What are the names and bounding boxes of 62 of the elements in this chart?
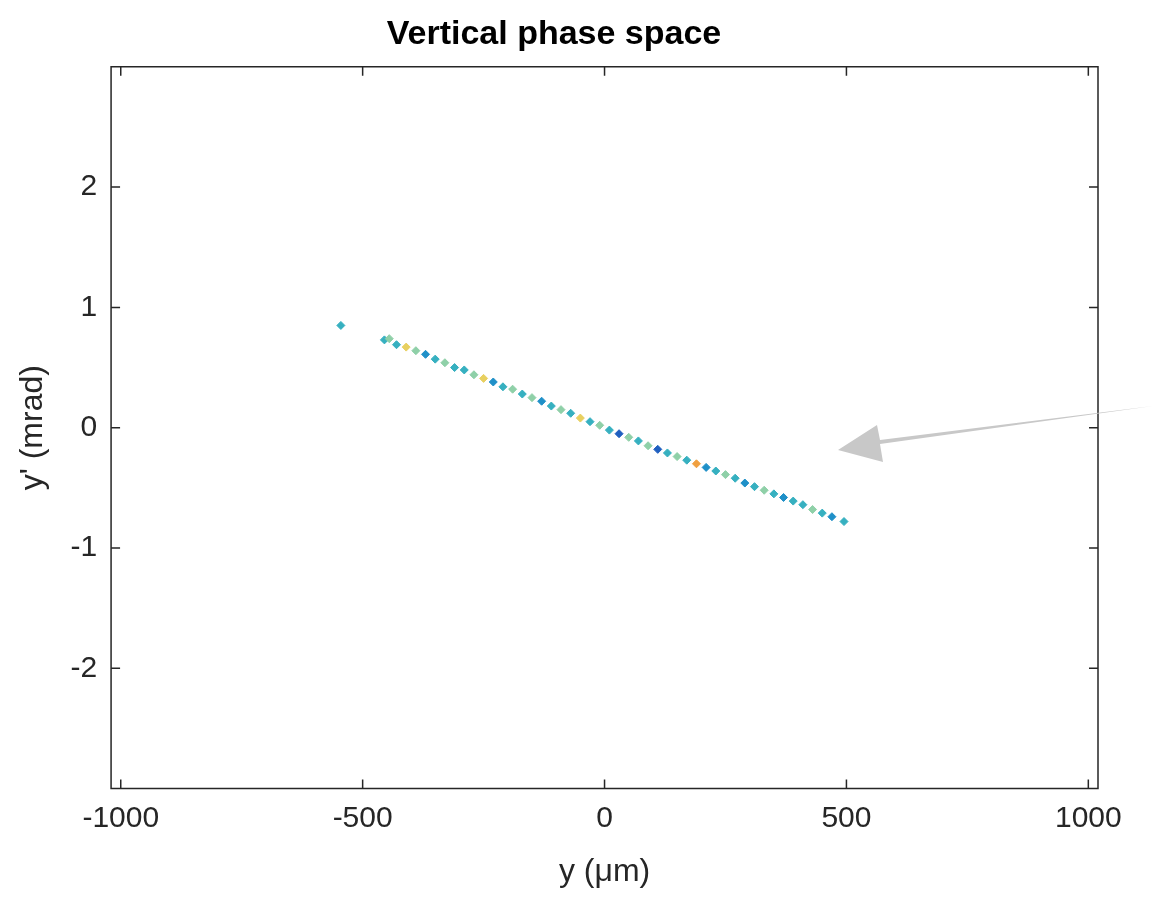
point: [653, 444, 663, 454]
point: [808, 505, 818, 514]
point: [662, 448, 672, 458]
point: [498, 382, 508, 392]
point: [788, 496, 798, 506]
point: [384, 334, 394, 344]
point: [701, 462, 711, 472]
point: [575, 413, 585, 423]
point: [614, 429, 624, 439]
point: [392, 340, 402, 350]
point: [566, 408, 576, 418]
point: [817, 508, 827, 518]
point: [779, 492, 789, 502]
point: [527, 393, 537, 403]
point: [711, 466, 721, 476]
point: [556, 405, 566, 415]
point: [469, 370, 479, 380]
point: [421, 349, 431, 359]
x-tick-label: 1000: [1054, 799, 1122, 833]
point: [839, 517, 849, 527]
x-tick-label: 0: [596, 799, 613, 833]
point: [508, 384, 518, 394]
point: [759, 485, 769, 495]
point: [546, 401, 556, 411]
y-tick-label: -1: [70, 529, 98, 563]
point: [595, 420, 605, 430]
y-tick-label: 0: [80, 408, 98, 442]
point: [459, 365, 469, 375]
point: [411, 346, 421, 356]
point: [517, 389, 527, 399]
point: [682, 455, 692, 465]
point: [537, 396, 547, 406]
point: [336, 320, 346, 330]
point: [720, 470, 730, 480]
y-tick-label: 1: [80, 288, 98, 322]
point: [730, 473, 740, 483]
y-tick-label: -2: [70, 649, 98, 683]
point: [643, 441, 653, 451]
point: [769, 489, 779, 499]
point: [604, 425, 614, 435]
point: [488, 377, 498, 387]
point: [585, 417, 595, 427]
x-tick-label: -500: [332, 799, 393, 833]
y-tick-label: 2: [80, 168, 98, 202]
chart-title: Vertical phase space: [386, 12, 722, 51]
x-tick-label: 500: [821, 799, 872, 833]
point: [440, 358, 450, 368]
point: [430, 354, 440, 364]
point: [750, 482, 760, 492]
point: [798, 500, 808, 510]
point: [401, 342, 411, 352]
point: [691, 459, 701, 469]
point: [450, 363, 460, 373]
point: [672, 452, 682, 462]
point: [633, 436, 643, 446]
point: [827, 512, 837, 522]
point: [479, 373, 489, 383]
x-tick-label: -1000: [82, 799, 160, 833]
point: [740, 478, 750, 488]
x-axis-title: y (μm): [558, 851, 651, 888]
y-axis-title: y' (mrad): [13, 365, 50, 491]
point: [624, 432, 634, 442]
